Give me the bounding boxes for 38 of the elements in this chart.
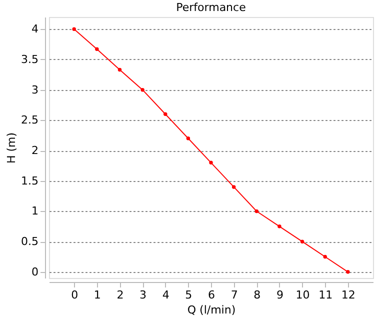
y-tick-label: 4 [32, 22, 38, 36]
x-tick-label: 6 [208, 288, 215, 302]
y-tick-label: 3 [32, 83, 38, 96]
x-tick-label: 2 [116, 288, 124, 302]
y-axis-title: H (m) [5, 132, 18, 164]
y-tick-label: 3.5 [21, 52, 38, 66]
x-tick-label: 5 [185, 288, 192, 302]
chart-title: Performance [176, 1, 246, 14]
point [323, 254, 327, 259]
y-tick-label: 1.5 [21, 174, 38, 188]
x-tick-label: 11 [318, 288, 333, 302]
y-tick-label: 2.5 [21, 114, 38, 127]
point [300, 240, 304, 244]
point [72, 27, 76, 32]
y-tick-label: 0 [32, 265, 38, 278]
point [140, 88, 144, 92]
x-tick-label: 1 [94, 288, 101, 302]
x-tick-label: 4 [162, 288, 170, 302]
x-tick-label: 0 [71, 288, 78, 302]
x-tick-label: 3 [140, 288, 147, 302]
y-tick-label: 0.5 [21, 235, 38, 248]
point [163, 112, 168, 116]
point [209, 160, 213, 165]
point [95, 47, 99, 52]
x-tick-label: 8 [254, 288, 261, 302]
y-tick-label: 2 [32, 144, 38, 158]
point [346, 270, 350, 274]
point [232, 185, 236, 189]
point [278, 224, 282, 228]
x-tick-label: 12 [341, 288, 356, 302]
x-tick-label: 10 [296, 288, 310, 302]
y-tick-label: 1 [32, 204, 38, 218]
point [254, 209, 259, 214]
point [186, 136, 190, 140]
x-tick-label: 9 [276, 288, 284, 302]
x-axis-title: Q (l/min) [187, 304, 236, 316]
x-tick-label: 7 [230, 288, 238, 302]
point [118, 68, 122, 72]
